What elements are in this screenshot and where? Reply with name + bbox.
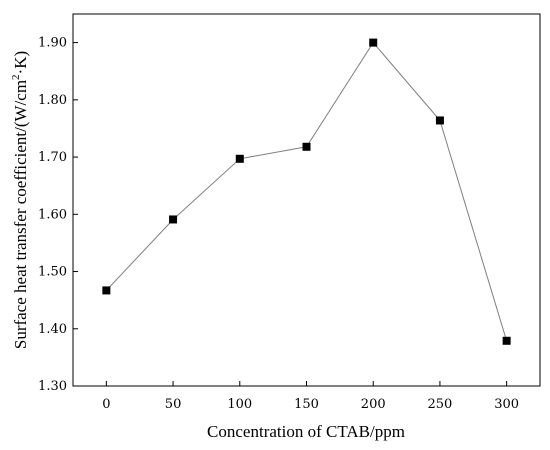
- data-point: [502, 336, 511, 345]
- x-tick-label: 50: [165, 397, 182, 412]
- x-axis-ticks: 0 50 100 150 200 250 300: [102, 381, 519, 412]
- series-markers: [102, 38, 511, 345]
- x-axis-title: Concentration of CTAB/ppm: [207, 422, 405, 441]
- x-tick-label: 250: [428, 397, 453, 412]
- y-axis-title-tail: ·K): [11, 51, 30, 75]
- y-axis-title-main: Surface heat transfer coefficient/(W/cm: [11, 80, 30, 349]
- plot-frame: [72, 13, 541, 387]
- y-axis-title-superscript: 2: [10, 74, 22, 80]
- y-axis-ticks: 1.30 1.40 1.50 1.60 1.70 1.80 1.90: [38, 36, 78, 394]
- data-point: [169, 215, 178, 224]
- x-tick-label: 200: [361, 397, 386, 412]
- y-tick-label: 1.90: [38, 36, 67, 51]
- y-tick-label: 1.40: [38, 322, 67, 337]
- y-tick-label: 1.60: [38, 207, 67, 222]
- y-axis-title: Surface heat transfer coefficient/(W/cm2…: [10, 51, 30, 349]
- y-tick-label: 1.70: [38, 150, 67, 165]
- x-tick-label: 100: [227, 397, 252, 412]
- x-tick-label: 300: [494, 397, 519, 412]
- data-point: [102, 286, 111, 295]
- x-tick-label: 150: [294, 397, 319, 412]
- data-point: [235, 154, 244, 163]
- y-tick-label: 1.30: [38, 379, 67, 394]
- data-point: [369, 38, 378, 47]
- series-line: [106, 41, 508, 341]
- y-tick-label: 1.50: [38, 265, 67, 280]
- data-point: [302, 142, 311, 151]
- y-tick-label: 1.80: [38, 93, 67, 108]
- x-tick-label: 0: [102, 397, 110, 412]
- data-point: [435, 116, 444, 125]
